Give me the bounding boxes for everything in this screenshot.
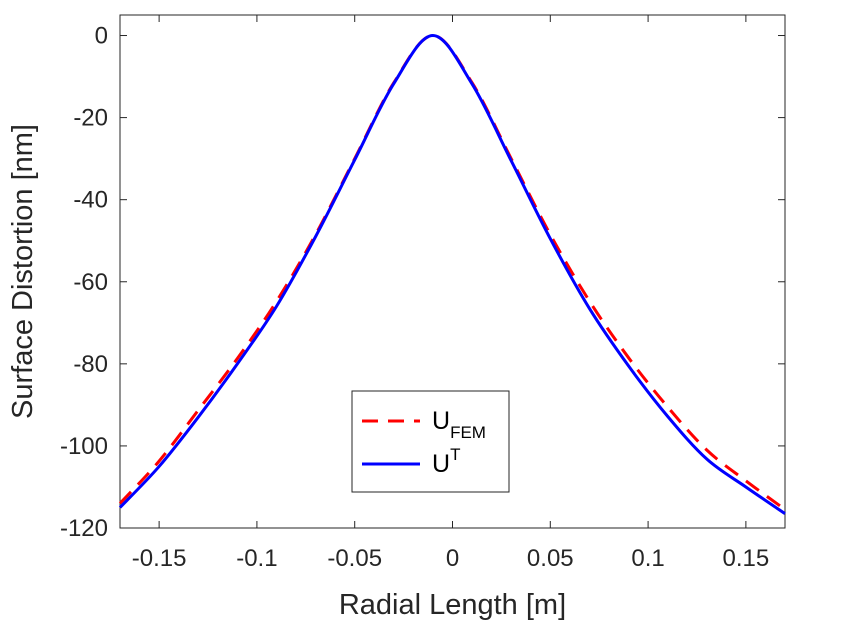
x-tick-label: -0.05 <box>327 545 382 572</box>
x-axis-ticks: -0.15 -0.1 -0.05 0 0.05 0.1 0.15 <box>132 15 769 572</box>
y-tick-label: -100 <box>60 433 108 460</box>
legend-label-u-fem: UFEM <box>432 407 486 442</box>
y-tick-label: -120 <box>60 515 108 542</box>
y-axis-ticks: 0 -20 -40 -60 -80 -100 -120 <box>60 23 785 542</box>
y-tick-label: -40 <box>73 187 108 214</box>
x-tick-label: 0.05 <box>527 545 574 572</box>
legend: UFEM UT <box>351 390 510 493</box>
x-tick-label: 0 <box>446 545 459 572</box>
x-tick-label: 0.15 <box>723 545 770 572</box>
series-line-u-t <box>118 34 786 515</box>
y-tick-label: -20 <box>73 105 108 132</box>
y-tick-label: -80 <box>73 351 108 378</box>
x-tick-label: -0.15 <box>132 545 187 572</box>
legend-label-u-t: UT <box>432 445 460 478</box>
legend-box <box>351 390 510 493</box>
x-tick-label: 0.1 <box>631 545 664 572</box>
y-axis-title: Surface Distortion [nm] <box>7 124 39 419</box>
series-layer <box>118 34 786 515</box>
y-tick-label: -60 <box>73 269 108 296</box>
y-tick-label: 0 <box>95 23 108 50</box>
x-axis-title: Radial Length [m] <box>339 589 566 621</box>
x-tick-label: -0.1 <box>236 545 277 572</box>
